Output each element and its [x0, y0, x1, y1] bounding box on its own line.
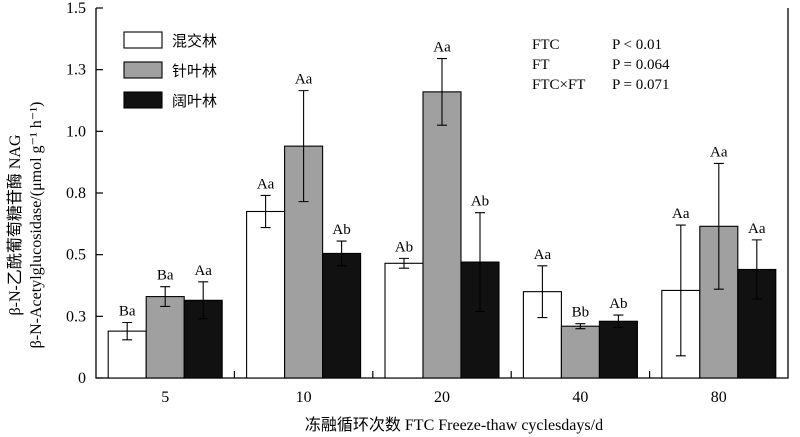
significance-label: Ab [395, 239, 413, 255]
legend-label: 针叶林 [172, 63, 217, 80]
error-bar [575, 323, 586, 330]
error-bar [399, 257, 409, 269]
legend-label: 混交林 [172, 32, 217, 50]
significance-label: Aa [710, 144, 728, 160]
y-tick-label: 1.0 [66, 123, 86, 140]
y-axis-title-line1: β-N-乙酰葡萄糖苷酶 NAG [6, 134, 24, 315]
bar [322, 252, 362, 379]
significance-label: Ab [332, 222, 350, 238]
stat-term: FTC [532, 37, 560, 53]
x-tick-label: 80 [711, 389, 727, 406]
x-tick-label: 10 [296, 389, 312, 406]
error-bar [675, 224, 686, 357]
bar [598, 320, 638, 379]
stat-p-value: P = 0.064 [612, 57, 670, 73]
y-axis-title-line2: β-N-Acetylglucosidase/(μmol g⁻¹ h⁻¹) [28, 102, 45, 349]
stat-p-value: P = 0.071 [612, 77, 670, 93]
error-bar [260, 194, 271, 229]
y-axis-title: β-N-乙酰葡萄糖苷酶 NAG β-N-Acetylglucosidase/(μ… [6, 102, 45, 349]
error-bar [198, 281, 209, 320]
y-tick-label: 1.3 [66, 62, 86, 79]
error-bar [160, 286, 171, 308]
legend-swatch [123, 31, 163, 49]
legend-label: 阔叶林 [172, 93, 217, 110]
significance-label: Ab [609, 296, 627, 312]
bar [145, 296, 185, 379]
x-tick-label: 5 [161, 389, 169, 406]
error-bar [537, 265, 548, 319]
bar [246, 210, 286, 379]
bar [560, 325, 600, 379]
significance-label: Aa [257, 176, 275, 192]
error-bar [437, 58, 447, 126]
stat-term: FT [532, 57, 550, 73]
legend-swatch [123, 91, 163, 109]
significance-label: Aa [295, 72, 313, 88]
significance-label: Aa [748, 221, 766, 237]
x-tick-label: 40 [572, 389, 588, 406]
bar [384, 262, 424, 379]
x-tick-label: 20 [434, 389, 450, 406]
error-bar [613, 314, 624, 328]
y-tick-label: 0.3 [66, 308, 86, 325]
y-tick-label: 0.8 [66, 185, 86, 202]
significance-label: Aa [433, 40, 451, 56]
error-bar [122, 321, 133, 341]
error-bar [336, 240, 347, 267]
error-bar [751, 239, 762, 300]
significance-label: Ab [471, 194, 489, 210]
y-tick-label: 0.5 [66, 247, 86, 264]
significance-label: Aa [534, 247, 552, 263]
significance-label: Aa [672, 206, 690, 222]
x-axis-title: 冻融循环次数 FTC Freeze-thaw cyclesdays/d [305, 416, 603, 434]
bars-layer: Ba Ba Aa Aa Aa Ab Ab Aa Ab Aa Bb Ab Aa Aa Aa [107, 40, 777, 379]
error-bar [475, 212, 485, 312]
error-bar [298, 90, 309, 203]
stat-term: FTC×FT [532, 77, 585, 93]
axes: 0 0.3 0.5 0.8 1.0 1.3 1.5 5 10 20 40 80 [66, 0, 789, 406]
legend-swatch [123, 61, 163, 79]
y-tick-label: 1.5 [66, 0, 86, 17]
error-bar [713, 162, 724, 290]
stat-p-value: P < 0.01 [612, 37, 662, 53]
bar [422, 91, 462, 379]
stats-block: FTC P < 0.01 FT P = 0.064 FTC×FT P = 0.071 [532, 37, 670, 93]
significance-label: Ba [119, 304, 136, 320]
significance-label: Bb [572, 305, 590, 321]
significance-label: Aa [194, 263, 212, 279]
significance-label: Ba [157, 268, 174, 284]
y-tick-label: 0 [78, 370, 86, 387]
